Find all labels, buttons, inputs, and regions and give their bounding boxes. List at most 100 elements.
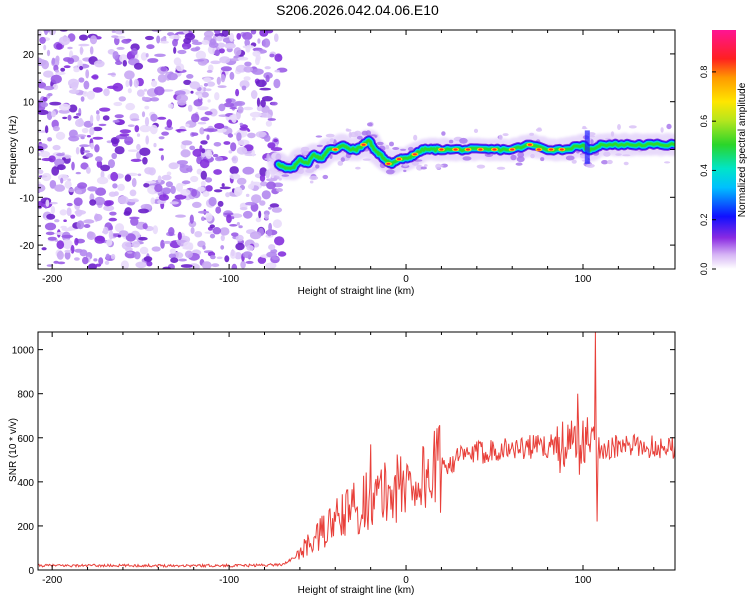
noise-blob — [267, 142, 276, 149]
noise-blob — [266, 251, 277, 258]
ridge-hotspot-core — [412, 153, 417, 156]
noise-blob — [237, 106, 244, 114]
noise-blob — [169, 248, 176, 254]
noise-blob — [50, 206, 56, 214]
noise-blob — [206, 134, 210, 141]
noise-blob — [197, 106, 209, 111]
noise-blob — [208, 64, 214, 72]
noise-blob — [153, 142, 157, 148]
noise-blob — [160, 239, 165, 249]
noise-blob — [83, 219, 95, 224]
ridge-speckle — [322, 174, 329, 180]
ridge-speckle — [316, 144, 323, 148]
noise-blob — [201, 261, 212, 269]
noise-blob — [218, 48, 225, 54]
noise-blob — [233, 100, 246, 107]
noise-blob — [205, 149, 213, 159]
noise-blob — [136, 133, 141, 137]
ridge-speckle — [440, 164, 444, 167]
noise-blob — [269, 53, 275, 58]
ridge-speckle — [515, 162, 523, 166]
noise-blob — [270, 147, 283, 152]
noise-blob — [68, 104, 78, 113]
noise-blob — [169, 201, 179, 205]
noise-blob — [229, 166, 239, 175]
snr-y-tick-label: 1000 — [12, 346, 35, 357]
noise-blob — [175, 214, 186, 218]
ridge-speckle — [660, 127, 664, 133]
noise-blob — [124, 174, 132, 182]
noise-blob — [216, 35, 223, 42]
noise-blob — [229, 71, 235, 80]
ridge-speckle — [385, 144, 390, 150]
noise-blob — [239, 80, 250, 89]
noise-blob — [64, 180, 72, 189]
noise-blob — [161, 174, 172, 181]
ridge-speckle — [565, 155, 575, 161]
noise-blob — [239, 122, 243, 126]
noise-blob — [135, 261, 147, 269]
noise-blob — [220, 234, 225, 242]
noise-blob — [229, 114, 237, 121]
noise-blob — [186, 74, 194, 79]
noise-blob — [136, 89, 145, 97]
noise-blob — [89, 199, 97, 206]
noise-region — [38, 30, 288, 269]
noise-blob — [49, 101, 62, 106]
noise-blob — [268, 244, 276, 251]
noise-blob — [197, 186, 206, 192]
noise-blob — [202, 245, 206, 250]
noise-blob — [150, 113, 158, 122]
noise-blob — [241, 85, 247, 91]
noise-blob — [163, 240, 172, 244]
noise-blob — [176, 94, 189, 103]
noise-blob — [110, 171, 119, 182]
noise-blob — [113, 119, 120, 123]
noise-blob — [80, 136, 85, 140]
noise-blob — [205, 212, 213, 222]
noise-blob — [230, 249, 237, 259]
ridge-speckle — [403, 169, 407, 173]
snr-x-axis-label: Height of straight line (km) — [298, 585, 415, 596]
noise-blob — [167, 32, 175, 37]
noise-blob — [119, 129, 132, 134]
noise-blob — [261, 190, 271, 200]
noise-blob — [223, 212, 234, 216]
snr-y-axis-label: SNR (10 * v/v) — [8, 418, 19, 482]
noise-blob — [108, 159, 115, 169]
noise-blob — [231, 263, 238, 269]
noise-blob — [235, 234, 244, 242]
noise-blob — [41, 60, 49, 70]
spectrogram-x-tick-label: 100 — [575, 274, 592, 285]
noise-blob — [75, 189, 83, 195]
noise-blob — [217, 200, 224, 207]
ridge-speckle — [278, 177, 282, 181]
noise-blob — [108, 191, 117, 197]
noise-blob — [189, 81, 201, 90]
noise-blob — [255, 217, 262, 223]
noise-blob — [80, 162, 89, 170]
noise-blob — [240, 260, 246, 269]
noise-blob — [111, 35, 119, 38]
noise-blob — [247, 132, 256, 139]
noise-blob — [78, 43, 90, 47]
noise-blob — [54, 69, 60, 73]
noise-blob — [227, 133, 234, 138]
noise-blob — [62, 116, 68, 120]
ridge-speckle — [502, 133, 509, 137]
noise-blob — [213, 142, 222, 147]
noise-blob — [96, 160, 103, 168]
noise-blob — [45, 199, 50, 207]
noise-blob — [78, 117, 84, 127]
snr-series — [38, 332, 675, 569]
noise-blob — [52, 144, 61, 151]
noise-blob — [177, 49, 187, 55]
noise-blob — [145, 53, 149, 58]
ridge-speckle — [590, 139, 594, 145]
snr-y-tick-label: 400 — [17, 478, 34, 489]
noise-blob — [161, 131, 170, 136]
noise-blob — [229, 173, 241, 180]
noise-blob — [75, 209, 83, 217]
spectrogram-y-tick-label: -10 — [20, 193, 35, 204]
